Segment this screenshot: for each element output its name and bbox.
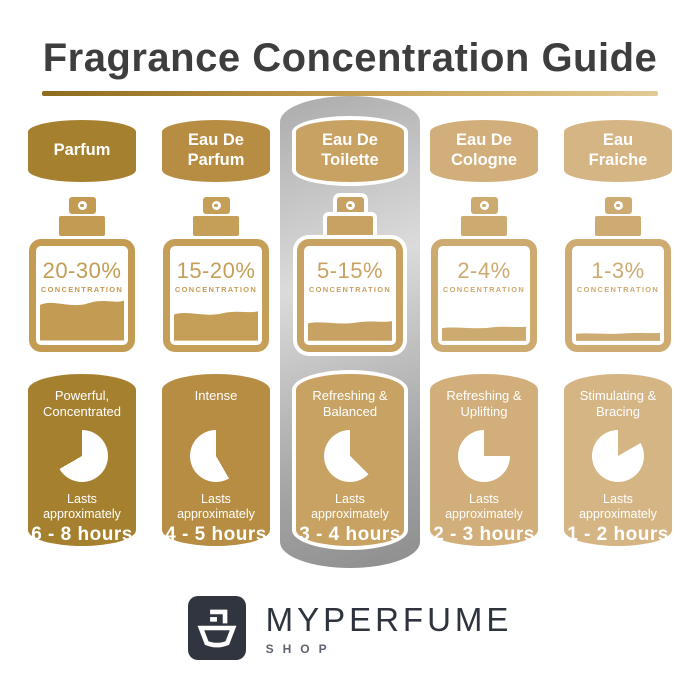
bottle-body: 1-3% CONCENTRATION <box>565 239 671 352</box>
nozzle-dot <box>80 203 84 208</box>
duration-value: 2 - 3 hours <box>433 524 535 545</box>
info-card: Intense Lasts approximately 4 - 5 hours <box>162 374 270 546</box>
spray-nozzle-icon <box>336 197 364 214</box>
nozzle-dot <box>616 203 620 208</box>
lasts-label: Lasts approximately <box>311 492 389 521</box>
concentration-label: CONCENTRATION <box>576 285 660 294</box>
header-cap: Eau De Toilette <box>296 120 404 182</box>
scent-description: Stimulating & Bracing <box>579 388 657 420</box>
bottle-neck <box>595 216 641 236</box>
liquid-wave <box>576 332 660 341</box>
clock-pie-icon <box>458 430 510 482</box>
clock-pie-icon <box>190 430 242 482</box>
spray-nozzle-icon <box>604 197 632 214</box>
perfume-bottle-logo-icon <box>197 609 237 648</box>
info-card: Stimulating & Bracing Lasts approximatel… <box>564 374 672 546</box>
lasts-label: Lasts approximately <box>177 492 255 521</box>
duration-value: 3 - 4 hours <box>299 524 401 545</box>
spray-nozzle-icon <box>470 197 498 214</box>
spray-nozzle-icon <box>68 197 96 214</box>
title-underline <box>42 91 658 96</box>
lasts-label: Lasts approximately <box>445 492 523 521</box>
spray-nozzle-icon <box>202 197 230 214</box>
scent-description: Refreshing & Balanced <box>312 388 388 420</box>
brand-subtitle: SHOP <box>265 641 336 656</box>
scent-description: Powerful, Concentrated <box>42 388 122 420</box>
concentration-label: CONCENTRATION <box>442 285 526 294</box>
concentration-value: 5-15% <box>316 258 384 283</box>
brand-footer: MYPERFUME SHOP <box>0 596 700 660</box>
liquid-wave <box>40 300 124 341</box>
bottle-body: 2-4% CONCENTRATION <box>431 239 537 352</box>
scent-description: Intense <box>194 388 238 403</box>
perfume-bottle-icon: 20-30% CONCENTRATION <box>29 197 135 352</box>
concentration-value: 15-20% <box>176 258 256 283</box>
bottle-body: 15-20% CONCENTRATION <box>163 239 269 352</box>
perfume-bottle-icon: 5-15% CONCENTRATION <box>297 197 403 352</box>
duration-value: 4 - 5 hours <box>165 524 267 545</box>
lasts-label: Lasts approximately <box>43 492 121 521</box>
duration-value: 1 - 2 hours <box>567 524 669 545</box>
scent-description: Refreshing & Uplifting <box>446 388 522 420</box>
liquid-fill <box>174 308 258 341</box>
fragrance-grid: Parfum 20-30% CONCENTRATION Powerful, Co… <box>28 96 672 568</box>
liquid-wave <box>308 321 392 341</box>
column-eau-de-parfum: Eau De Parfum 15-20% CONCENTRATION Inten… <box>162 120 270 546</box>
concentration-value: 20-30% <box>42 258 122 283</box>
bottle-body: 5-15% CONCENTRATION <box>297 239 403 352</box>
liquid-wave <box>442 326 526 341</box>
nozzle-hole <box>479 201 489 210</box>
nozzle-dot <box>214 203 218 208</box>
concentration-value: 2-4% <box>457 258 511 283</box>
brand-name: MYPERFUME <box>265 600 513 638</box>
concentration-label: CONCENTRATION <box>308 285 392 294</box>
header-cap: Eau De Parfum <box>162 120 270 182</box>
liquid-wave <box>174 311 258 341</box>
page-title: Fragrance Concentration Guide <box>42 36 658 80</box>
info-card: Refreshing & Balanced Lasts approximatel… <box>296 374 404 546</box>
nozzle-hole <box>345 201 355 210</box>
column-parfum: Parfum 20-30% CONCENTRATION Powerful, Co… <box>28 120 136 546</box>
nozzle-hole <box>613 201 623 210</box>
nozzle-hole <box>77 201 87 210</box>
nozzle-hole <box>211 201 221 210</box>
shop-logo <box>187 596 246 660</box>
nozzle-dot <box>348 203 352 208</box>
header-cap: Eau De Cologne <box>430 120 538 182</box>
info-card: Refreshing & Uplifting Lasts approximate… <box>430 374 538 546</box>
header-cap: Parfum <box>28 120 136 182</box>
liquid-fill <box>442 325 526 341</box>
columns-row: Parfum 20-30% CONCENTRATION Powerful, Co… <box>28 120 672 546</box>
concentration-label: CONCENTRATION <box>174 285 258 294</box>
perfume-bottle-icon: 2-4% CONCENTRATION <box>431 197 537 352</box>
bottle-neck <box>327 216 373 236</box>
column-eau-de-cologne: Eau De Cologne 2-4% CONCENTRATION Refres… <box>430 120 538 546</box>
clock-pie-icon <box>592 430 644 482</box>
bottle-body: 20-30% CONCENTRATION <box>29 239 135 352</box>
column-eau-de-toilette: Eau De Toilette 5-15% CONCENTRATION Refr… <box>296 120 404 546</box>
bottle-neck <box>193 216 239 236</box>
liquid-fill <box>308 319 392 341</box>
info-card: Powerful, Concentrated Lasts approximate… <box>28 374 136 546</box>
nozzle-dot <box>482 203 486 208</box>
header-cap: Eau Fraiche <box>564 120 672 182</box>
bottle-neck <box>59 216 105 236</box>
clock-pie-icon <box>56 430 108 482</box>
liquid-fill <box>576 332 660 341</box>
duration-value: 6 - 8 hours <box>31 524 133 545</box>
brand-text-block: MYPERFUME SHOP <box>266 601 513 656</box>
bottle-neck <box>461 216 507 236</box>
perfume-bottle-icon: 15-20% CONCENTRATION <box>163 197 269 352</box>
liquid-fill <box>40 296 124 341</box>
concentration-label: CONCENTRATION <box>40 285 124 294</box>
clock-pie-icon <box>324 430 376 482</box>
perfume-bottle-icon: 1-3% CONCENTRATION <box>565 197 671 352</box>
concentration-value: 1-3% <box>591 258 645 283</box>
column-eau-fraiche: Eau Fraiche 1-3% CONCENTRATION Stimulati… <box>564 120 672 546</box>
lasts-label: Lasts approximately <box>579 492 657 521</box>
